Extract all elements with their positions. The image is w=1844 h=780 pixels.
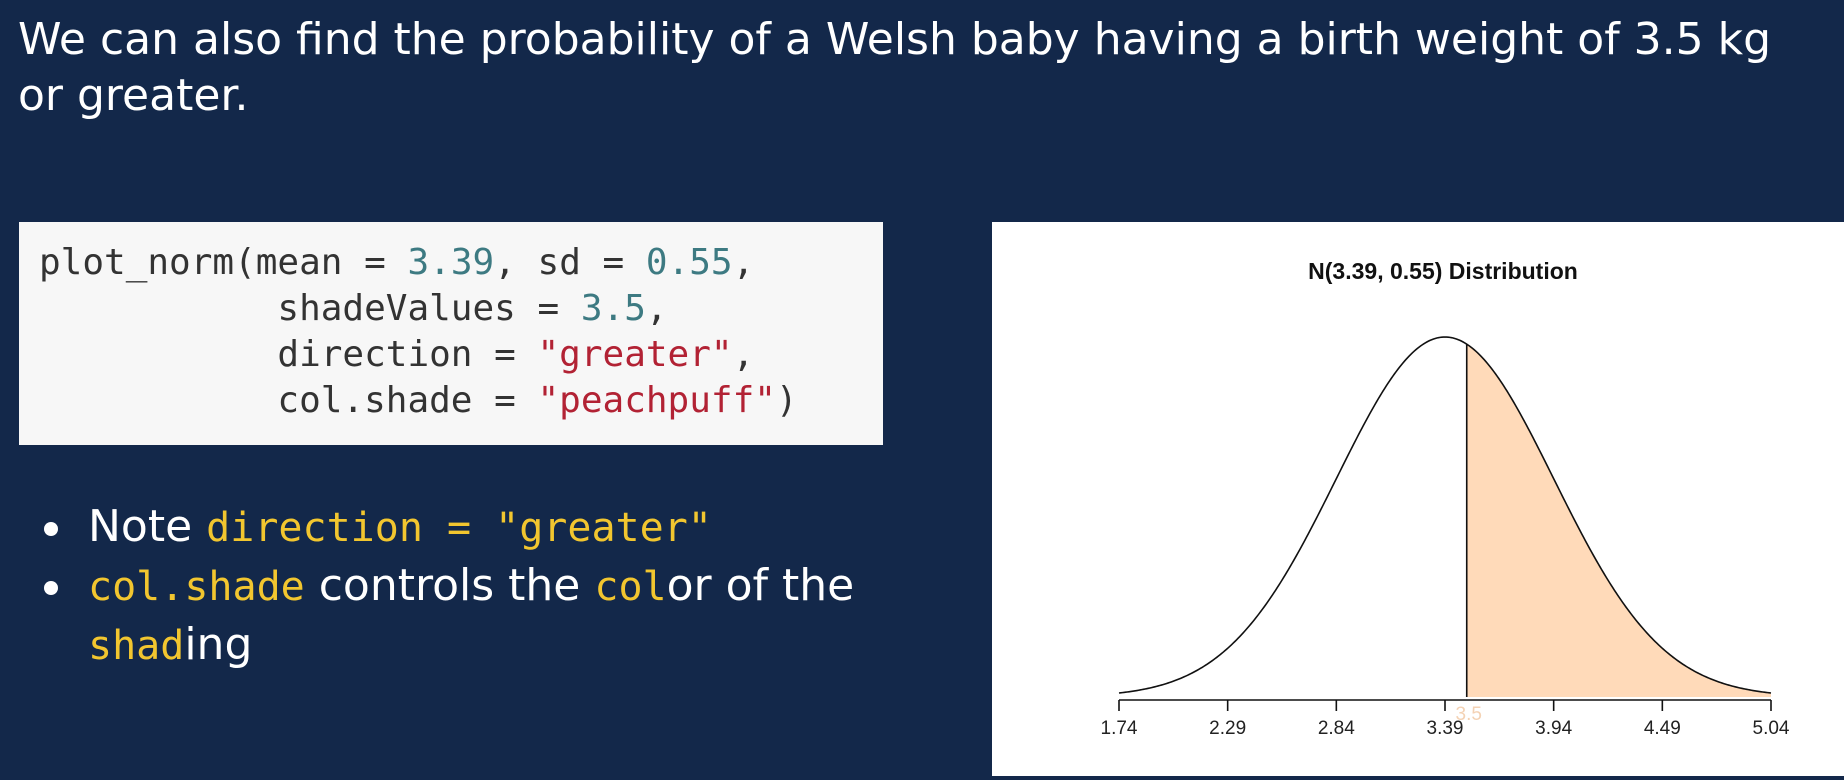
x-tick-label: 1.74: [1101, 718, 1138, 739]
shade-value-label: 3.5: [1456, 704, 1482, 725]
x-tick-label: 4.49: [1644, 718, 1681, 739]
code-line-1: plot_norm(mean = 3.39, sd = 0.55,: [39, 242, 755, 283]
code-line-2: shadeValues = 3.5,: [39, 288, 668, 329]
code-text: plot_norm(mean = 3.39, sd = 0.55, shadeV…: [39, 240, 883, 424]
x-tick-label: 2.29: [1209, 718, 1246, 739]
density-curve: [1118, 336, 1772, 694]
bullet-list: Note direction = "greater" col.shade con…: [40, 498, 940, 675]
x-tick-label: 5.04: [1753, 718, 1790, 739]
plot-panel: N(3.39, 0.55) Distribution 1.74 2.29 2.84 3…: [992, 222, 1844, 776]
x-tick-label: 3.94: [1535, 718, 1572, 739]
page-heading: We can also find the probability of a We…: [18, 14, 1772, 121]
shaded-region: [1466, 344, 1771, 697]
code-block: plot_norm(mean = 3.39, sd = 0.55, shadeV…: [19, 222, 883, 445]
x-tick-label: 3.39: [1427, 718, 1464, 739]
chart-title: N(3.39, 0.55) Distribution: [1308, 258, 1578, 284]
bullet-col-shade: col.shade controls the color of the shad…: [40, 557, 940, 675]
x-tick-label: 2.84: [1318, 718, 1355, 739]
code-line-4: col.shade = "peachpuff"): [39, 380, 798, 421]
code-line-3: direction = "greater",: [39, 334, 755, 375]
bullet-direction: Note direction = "greater": [40, 498, 940, 557]
normal-distribution-plot: N(3.39, 0.55) Distribution 1.74 2.29 2.84 3…: [1101, 258, 1790, 739]
